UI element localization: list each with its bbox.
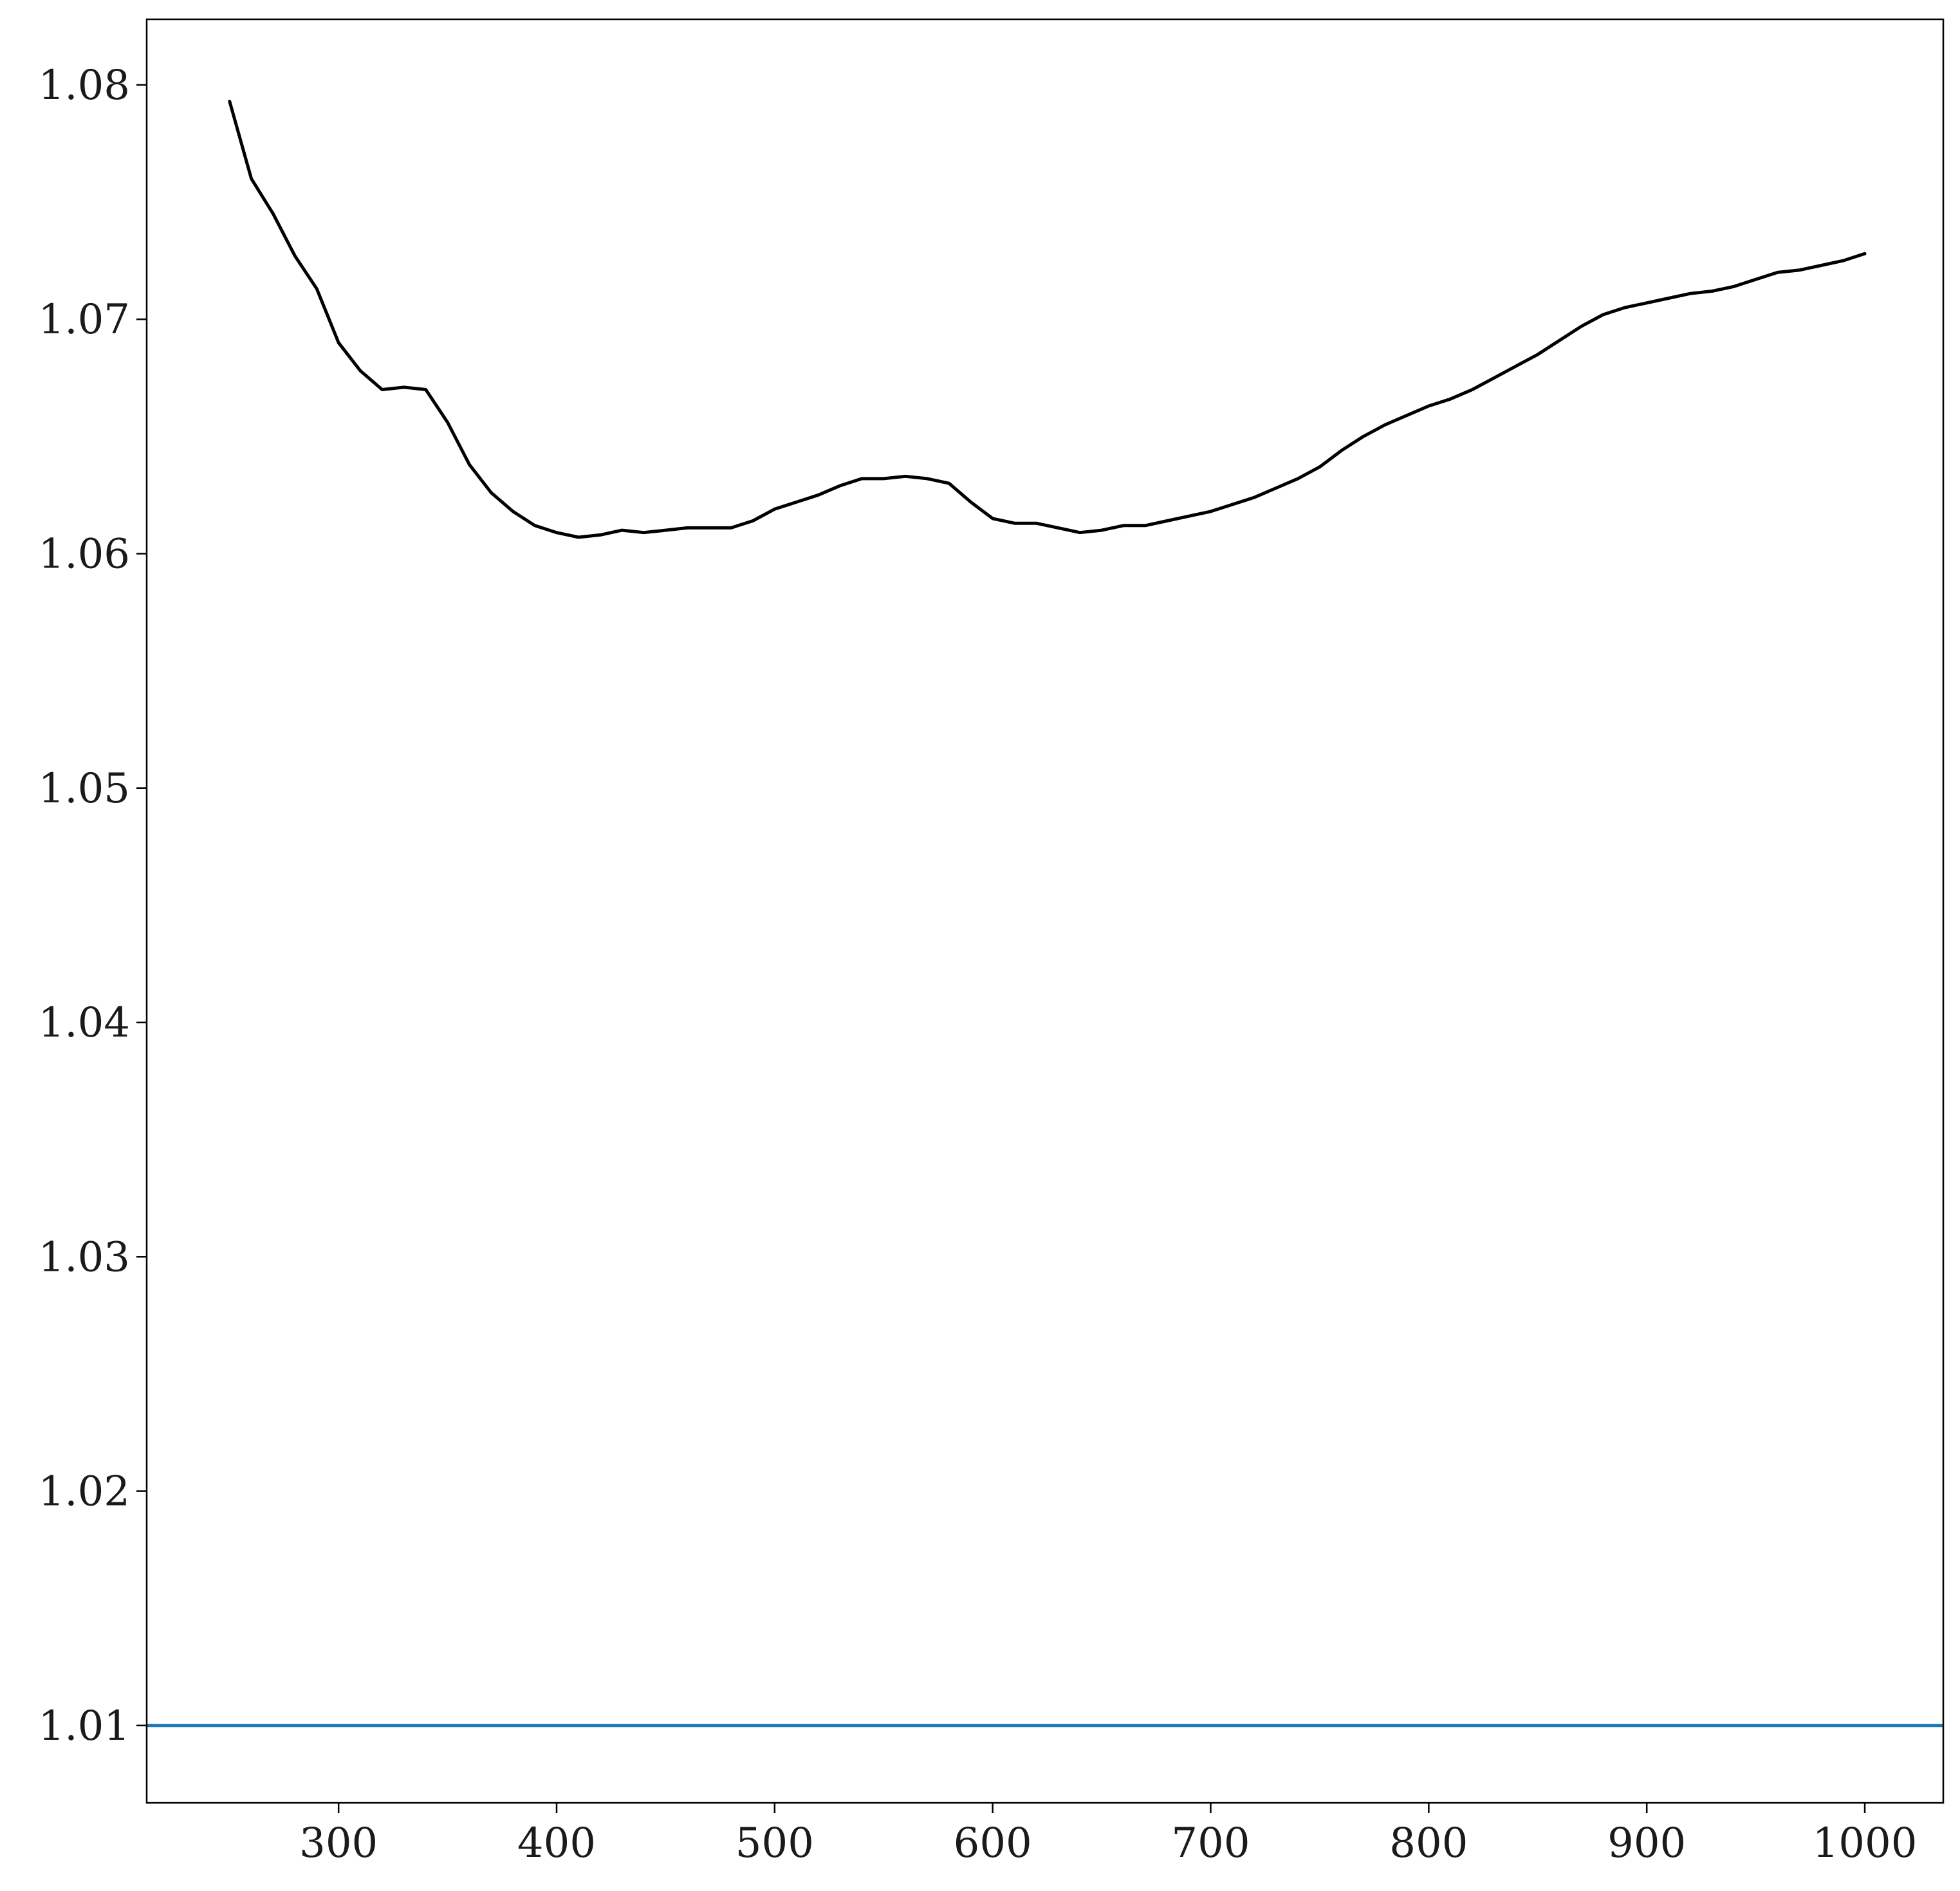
series-layer bbox=[147, 100, 1943, 1728]
x-tick-label: 800 bbox=[1389, 1820, 1468, 1867]
x-tick-label: 900 bbox=[1607, 1820, 1686, 1867]
x-tick-label: 700 bbox=[1171, 1820, 1250, 1867]
y-tick-label: 1.04 bbox=[39, 999, 131, 1047]
y-tick-label: 1.02 bbox=[39, 1468, 131, 1516]
y-axis: 1.01 1.02 1.03 1.04 1.05 1.06 1.07 1.08 bbox=[39, 62, 147, 1750]
x-tick-label: 400 bbox=[517, 1820, 596, 1867]
x-tick-label: 500 bbox=[735, 1820, 814, 1867]
y-tick-label: 1.08 bbox=[39, 62, 131, 109]
y-tick-label: 1.05 bbox=[39, 765, 131, 813]
plot-area-frame bbox=[145, 18, 1945, 1804]
x-tick-label: 300 bbox=[299, 1820, 378, 1867]
y-tick-label: 1.03 bbox=[39, 1233, 131, 1281]
series-line-0 bbox=[228, 100, 1867, 539]
x-tick-label: 1000 bbox=[1813, 1820, 1918, 1867]
x-tick-label: 600 bbox=[954, 1820, 1032, 1867]
y-tick-label: 1.01 bbox=[39, 1702, 131, 1750]
x-axis: 300 400 500 600 700 800 900 1000 bbox=[299, 1803, 1917, 1867]
y-tick-label: 1.06 bbox=[39, 531, 131, 578]
y-tick-label: 1.07 bbox=[39, 296, 131, 344]
